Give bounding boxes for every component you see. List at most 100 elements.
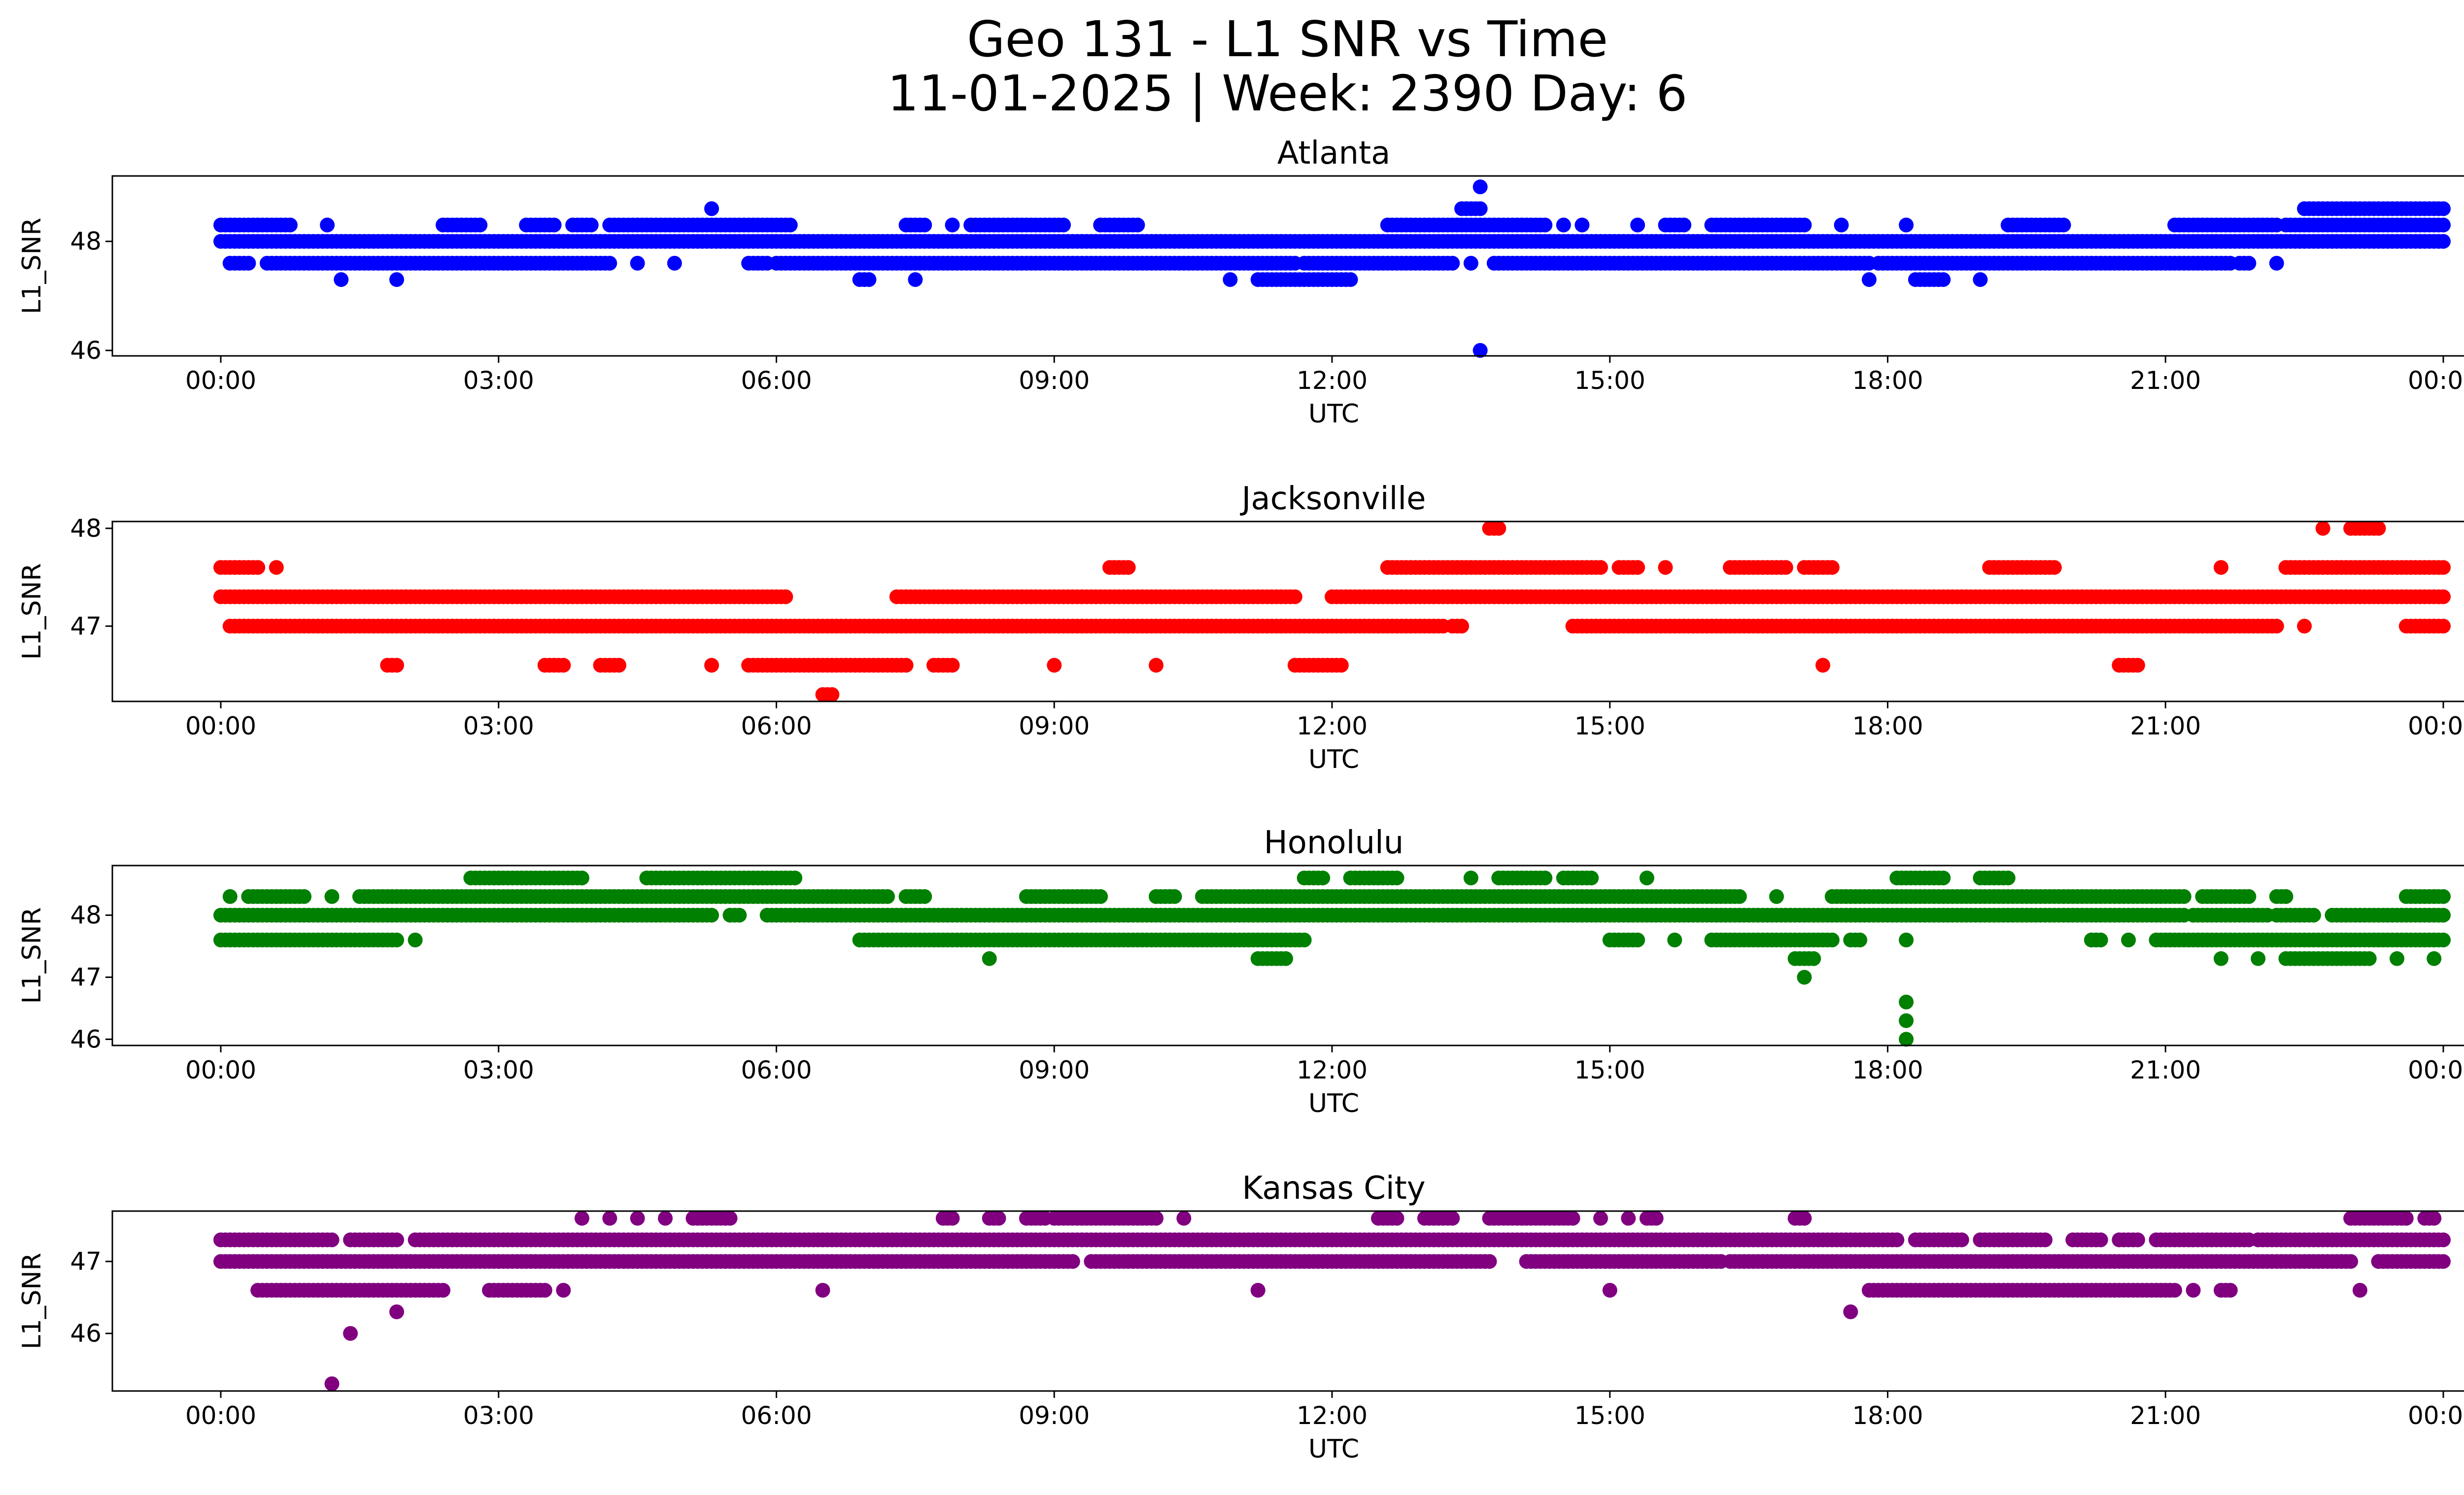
data-point — [630, 1211, 645, 1226]
data-point — [1463, 870, 1478, 886]
x-tick-label: 00:00 — [185, 366, 256, 395]
data-point — [583, 217, 599, 233]
data-point — [1899, 1013, 1914, 1028]
data-point — [2306, 907, 2321, 923]
data-point — [2269, 256, 2284, 271]
data-point — [269, 560, 284, 575]
data-point — [1797, 1211, 1812, 1226]
data-point — [547, 217, 562, 233]
data-point — [2436, 217, 2451, 233]
data-point — [324, 1376, 340, 1391]
x-tick-label: 15:00 — [1574, 712, 1645, 740]
x-axis-label-jacksonville: UTC — [1308, 745, 1359, 774]
y-axis-label-jacksonville: L1_SNR — [17, 563, 47, 660]
data-point — [1899, 217, 1914, 233]
data-point — [1121, 560, 1136, 575]
data-point — [2093, 933, 2108, 947]
data-point — [1815, 658, 1830, 673]
data-point — [2130, 658, 2145, 673]
subplot-title-atlanta: Atlanta — [1277, 135, 1391, 172]
data-point — [1472, 201, 1488, 216]
data-point — [1472, 179, 1488, 195]
data-point — [473, 217, 488, 233]
data-point — [2436, 560, 2451, 575]
x-tick-label: 18:00 — [1852, 1401, 1923, 1430]
data-point — [1463, 256, 1478, 271]
data-point — [1047, 658, 1062, 673]
data-point — [1824, 933, 1840, 947]
x-tick-label: 00:00 — [2408, 1401, 2464, 1430]
data-point — [861, 272, 877, 287]
x-tick-label: 12:00 — [1297, 712, 1368, 740]
x-tick-label: 09:00 — [1019, 366, 1090, 395]
data-point — [1584, 870, 1599, 886]
axes-frame-honolulu — [111, 865, 2464, 1046]
data-point — [1852, 933, 1868, 947]
data-point — [1093, 889, 1108, 904]
data-point — [1472, 343, 1488, 358]
data-point — [1899, 1032, 1914, 1047]
data-point — [612, 658, 626, 673]
data-point — [1639, 870, 1654, 886]
data-point — [556, 658, 571, 673]
data-point — [2436, 589, 2451, 604]
x-tick-label: 06:00 — [741, 1056, 812, 1084]
data-point — [2251, 951, 2266, 966]
x-tick-label: 21:00 — [2130, 1056, 2201, 1084]
data-point — [2056, 217, 2071, 233]
data-point — [1667, 933, 1682, 947]
data-point — [1954, 1232, 1969, 1248]
data-point — [282, 217, 298, 233]
figure-title-line2: 11-01-2025 | Week: 2390 Day: 6 — [887, 65, 1688, 122]
data-point — [722, 1211, 738, 1226]
data-point — [1278, 951, 1293, 966]
data-point — [1973, 272, 1988, 287]
data-point — [389, 658, 404, 673]
x-tick-label: 00:00 — [185, 1401, 256, 1430]
data-point — [1445, 256, 1460, 271]
axes-frame-kansas-city — [111, 1210, 2464, 1392]
x-tick-label: 18:00 — [1852, 1056, 1923, 1084]
data-point — [2436, 619, 2451, 634]
y-tick-label: 46 — [70, 1319, 102, 1348]
x-tick-label: 12:00 — [1297, 366, 1368, 395]
data-point — [1630, 933, 1645, 947]
subplot-title-honolulu: Honolulu — [1264, 825, 1404, 861]
data-point — [436, 1283, 450, 1298]
data-point — [1621, 1211, 1636, 1226]
data-point — [1677, 217, 1692, 233]
data-point — [1445, 1211, 1460, 1226]
x-tick-label: 15:00 — [1574, 366, 1645, 395]
data-point — [320, 217, 335, 233]
data-point — [1167, 889, 1182, 904]
data-point — [1648, 1211, 1664, 1226]
data-point — [1778, 560, 1793, 575]
data-point — [389, 1304, 404, 1320]
data-point — [1538, 870, 1553, 886]
figure-title-line1: Geo 131 - L1 SNR vs Time — [967, 10, 1608, 68]
data-point — [324, 889, 340, 904]
y-tick-label: 46 — [70, 336, 102, 365]
points-kansas-city — [213, 1211, 2451, 1391]
data-point — [2214, 560, 2228, 575]
x-tick-label: 00:00 — [185, 1056, 256, 1084]
data-point — [1936, 272, 1951, 287]
x-tick-label: 18:00 — [1852, 712, 1923, 740]
data-point — [2315, 521, 2330, 536]
data-point — [1389, 1211, 1404, 1226]
data-point — [945, 1211, 960, 1226]
data-point — [908, 272, 923, 287]
data-point — [297, 889, 312, 904]
y-tick-label: 47 — [70, 963, 102, 992]
data-point — [1482, 1254, 1497, 1269]
y-axis-label-atlanta: L1_SNR — [17, 217, 47, 314]
data-point — [389, 933, 404, 947]
data-point — [1806, 951, 1821, 966]
y-axis-label-kansas-city: L1_SNR — [17, 1252, 47, 1349]
x-tick-label: 12:00 — [1297, 1401, 1368, 1430]
data-point — [2278, 889, 2293, 904]
data-point — [1630, 560, 1645, 575]
